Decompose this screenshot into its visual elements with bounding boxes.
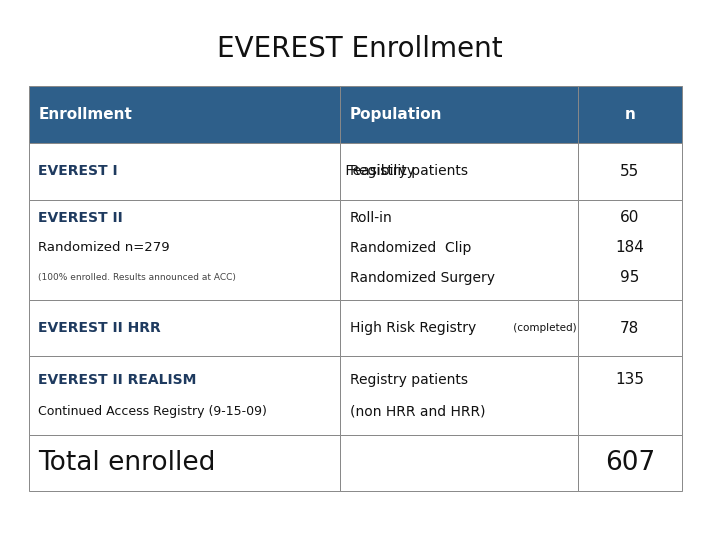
Text: (100% enrolled. Results announced at ACC): (100% enrolled. Results announced at ACC… xyxy=(38,273,236,282)
Text: EVEREST Enrollment: EVEREST Enrollment xyxy=(217,35,503,63)
Text: EVEREST II: EVEREST II xyxy=(38,211,123,225)
Text: EVEREST II HRR: EVEREST II HRR xyxy=(38,321,161,335)
Text: Registry patients: Registry patients xyxy=(349,165,467,178)
Bar xyxy=(340,356,578,435)
Text: 184: 184 xyxy=(616,240,644,255)
Text: Randomized  Clip: Randomized Clip xyxy=(349,241,471,255)
Text: Feasibility: Feasibility xyxy=(341,165,420,178)
Bar xyxy=(29,143,340,200)
Bar xyxy=(578,300,682,356)
Bar xyxy=(340,300,578,356)
Text: Randomized n=279: Randomized n=279 xyxy=(38,241,170,254)
Bar xyxy=(29,86,340,143)
Bar xyxy=(578,356,682,435)
Text: 135: 135 xyxy=(616,373,644,387)
Text: 95: 95 xyxy=(620,270,639,285)
Text: Registry patients: Registry patients xyxy=(349,373,467,387)
Bar xyxy=(340,200,578,300)
Bar xyxy=(578,86,682,143)
Bar xyxy=(578,200,682,300)
Bar xyxy=(340,143,578,200)
Bar xyxy=(578,435,682,491)
Text: Enrollment: Enrollment xyxy=(38,107,132,122)
Bar xyxy=(340,86,578,143)
Text: 55: 55 xyxy=(620,164,639,179)
Text: 60: 60 xyxy=(620,210,639,225)
Text: High Risk Registry: High Risk Registry xyxy=(349,321,476,335)
Text: EVEREST II REALISM: EVEREST II REALISM xyxy=(38,373,197,387)
Text: (non HRR and HRR): (non HRR and HRR) xyxy=(349,404,485,418)
Text: Continued Access Registry (9-15-09): Continued Access Registry (9-15-09) xyxy=(38,404,267,418)
Text: Population: Population xyxy=(349,107,442,122)
Text: EVEREST I: EVEREST I xyxy=(38,165,118,178)
Bar xyxy=(29,300,340,356)
Text: (completed): (completed) xyxy=(510,323,577,333)
Text: n: n xyxy=(624,107,635,122)
Bar xyxy=(578,143,682,200)
Bar xyxy=(29,356,340,435)
Text: 607: 607 xyxy=(605,450,655,476)
Text: Randomized Surgery: Randomized Surgery xyxy=(349,271,495,285)
Text: 78: 78 xyxy=(620,321,639,335)
Bar xyxy=(340,435,578,491)
Bar xyxy=(29,200,340,300)
Text: Roll-in: Roll-in xyxy=(349,211,392,225)
Bar xyxy=(29,435,340,491)
Text: Total enrolled: Total enrolled xyxy=(38,450,215,476)
